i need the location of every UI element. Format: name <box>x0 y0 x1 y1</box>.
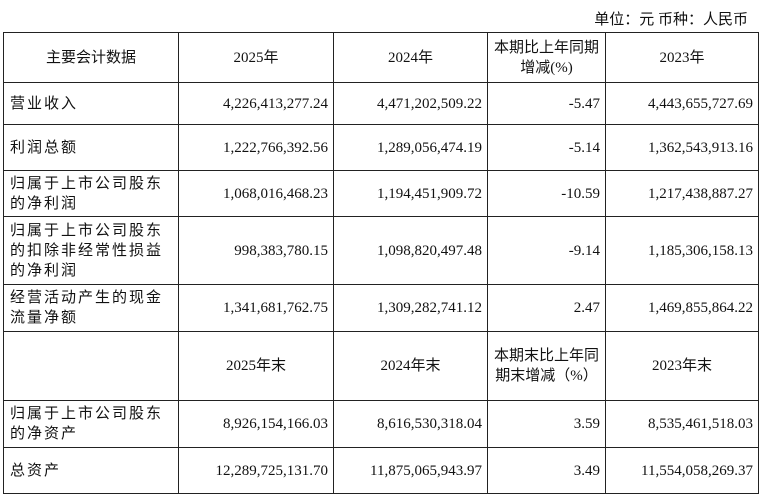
table-row: 经营活动产生的现金流量净额 1,341,681,762.75 1,309,282… <box>3 284 759 332</box>
cell: 1,309,282,741.12 <box>333 284 488 332</box>
cell: 1,098,820,497.48 <box>333 216 488 285</box>
row-label: 营业收入 <box>3 82 179 125</box>
cell: 1,469,855,864.22 <box>605 284 759 332</box>
table-row: 营业收入 4,226,413,277.24 4,471,202,509.22 -… <box>3 82 759 125</box>
key-accounting-data-table: 主要会计数据 2025年 2024年 本期比上年同期增减(%) 2023年 营业… <box>3 32 759 494</box>
cell: 3.49 <box>487 447 606 494</box>
cell: 1,068,016,468.23 <box>178 170 334 217</box>
header-cell: 2023年 <box>605 32 759 83</box>
cell: 1,362,543,913.16 <box>605 124 759 171</box>
header-cell: 本期末比上年同期末增减（%） <box>487 331 606 401</box>
header-cell: 2023年末 <box>605 331 759 401</box>
header-cell: 2024年末 <box>333 331 488 401</box>
cell: 11,875,065,943.97 <box>333 447 488 494</box>
cell: 1,341,681,762.75 <box>178 284 334 332</box>
cell: 4,443,655,727.69 <box>605 82 759 125</box>
cell: 8,535,461,518.03 <box>605 400 759 448</box>
row-label: 归属于上市公司股东的扣除非经常性损益的净利润 <box>3 216 179 285</box>
cell: 4,471,202,509.22 <box>333 82 488 125</box>
header-row-period-end: 2025年末 2024年末 本期末比上年同期末增减（%） 2023年末 <box>3 331 759 401</box>
cell: 3.59 <box>487 400 606 448</box>
header-cell <box>3 331 179 401</box>
cell: 1,222,766,392.56 <box>178 124 334 171</box>
unit-note: 单位：元 币种：人民币 <box>594 12 748 28</box>
header-cell: 本期比上年同期增减(%) <box>487 32 606 83</box>
header-cell: 主要会计数据 <box>3 32 179 83</box>
cell: 12,289,725,131.70 <box>178 447 334 494</box>
table-row: 归属于上市公司股东的净资产 8,926,154,166.03 8,616,530… <box>3 400 759 448</box>
cell: -5.14 <box>487 124 606 171</box>
cell: 1,194,451,909.72 <box>333 170 488 217</box>
table-row: 利润总额 1,222,766,392.56 1,289,056,474.19 -… <box>3 124 759 171</box>
row-label: 归属于上市公司股东的净资产 <box>3 400 179 448</box>
cell: 1,217,438,887.27 <box>605 170 759 217</box>
cell: 2.47 <box>487 284 606 332</box>
row-label: 归属于上市公司股东的净利润 <box>3 170 179 217</box>
cell: -9.14 <box>487 216 606 285</box>
header-cell: 2025年 <box>178 32 334 83</box>
cell: 1,289,056,474.19 <box>333 124 488 171</box>
cell: -5.47 <box>487 82 606 125</box>
table-row: 归属于上市公司股东的净利润 1,068,016,468.23 1,194,451… <box>3 170 759 217</box>
header-cell: 2025年末 <box>178 331 334 401</box>
row-label: 总资产 <box>3 447 179 494</box>
cell: 11,554,058,269.37 <box>605 447 759 494</box>
cell: 8,926,154,166.03 <box>178 400 334 448</box>
cell: 8,616,530,318.04 <box>333 400 488 448</box>
row-label: 利润总额 <box>3 124 179 171</box>
cell: -10.59 <box>487 170 606 217</box>
table-row: 总资产 12,289,725,131.70 11,875,065,943.97 … <box>3 447 759 494</box>
cell: 998,383,780.15 <box>178 216 334 285</box>
cell: 1,185,306,158.13 <box>605 216 759 285</box>
row-label: 经营活动产生的现金流量净额 <box>3 284 179 332</box>
header-row: 主要会计数据 2025年 2024年 本期比上年同期增减(%) 2023年 <box>3 32 759 83</box>
header-cell: 2024年 <box>333 32 488 83</box>
table-row: 归属于上市公司股东的扣除非经常性损益的净利润 998,383,780.15 1,… <box>3 216 759 285</box>
cell: 4,226,413,277.24 <box>178 82 334 125</box>
